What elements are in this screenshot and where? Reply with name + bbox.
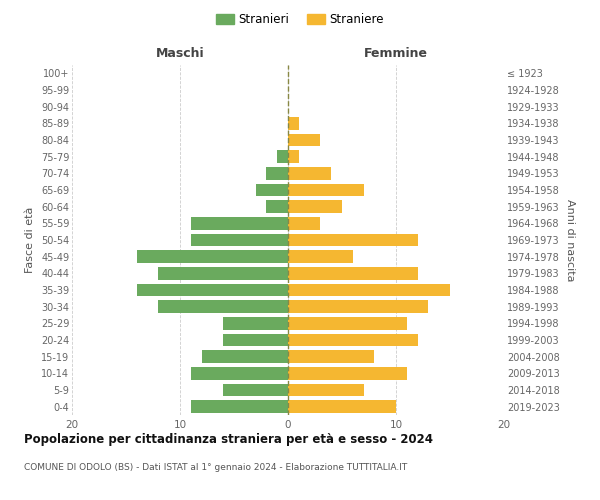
Bar xyxy=(288,250,353,263)
Bar xyxy=(223,334,288,346)
Bar xyxy=(158,300,288,313)
Bar xyxy=(223,384,288,396)
Bar xyxy=(288,317,407,330)
Legend: Stranieri, Straniere: Stranieri, Straniere xyxy=(211,8,389,31)
Bar xyxy=(191,234,288,246)
Bar xyxy=(266,200,288,213)
Bar xyxy=(288,284,450,296)
Bar xyxy=(191,367,288,380)
Bar xyxy=(191,400,288,413)
Bar xyxy=(288,367,407,380)
Bar xyxy=(288,334,418,346)
Bar xyxy=(288,300,428,313)
Bar xyxy=(158,267,288,280)
Text: Popolazione per cittadinanza straniera per età e sesso - 2024: Popolazione per cittadinanza straniera p… xyxy=(24,432,433,446)
Bar xyxy=(288,384,364,396)
Bar xyxy=(288,400,396,413)
Text: Femmine: Femmine xyxy=(364,47,428,60)
Bar xyxy=(288,234,418,246)
Bar xyxy=(288,134,320,146)
Bar xyxy=(288,117,299,130)
Bar xyxy=(202,350,288,363)
Text: COMUNE DI ODOLO (BS) - Dati ISTAT al 1° gennaio 2024 - Elaborazione TUTTITALIA.I: COMUNE DI ODOLO (BS) - Dati ISTAT al 1° … xyxy=(24,462,407,471)
Bar xyxy=(288,217,320,230)
Y-axis label: Fasce di età: Fasce di età xyxy=(25,207,35,273)
Bar xyxy=(137,284,288,296)
Bar xyxy=(288,167,331,179)
Bar xyxy=(256,184,288,196)
Bar xyxy=(191,217,288,230)
Bar xyxy=(288,200,342,213)
Bar xyxy=(288,184,364,196)
Bar xyxy=(288,350,374,363)
Y-axis label: Anni di nascita: Anni di nascita xyxy=(565,198,575,281)
Bar xyxy=(277,150,288,163)
Bar xyxy=(288,267,418,280)
Bar xyxy=(137,250,288,263)
Bar xyxy=(223,317,288,330)
Bar xyxy=(288,150,299,163)
Text: Maschi: Maschi xyxy=(155,47,205,60)
Bar xyxy=(266,167,288,179)
